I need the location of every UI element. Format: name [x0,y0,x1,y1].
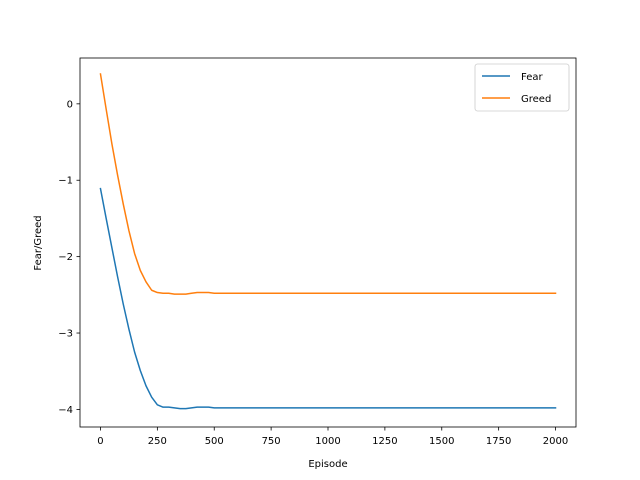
y-tick-label: 0 [67,99,73,110]
x-tick-label: 1250 [372,436,397,447]
x-tick-label: 500 [205,436,224,447]
legend-label-fear: Fear [521,72,543,83]
series-line-fear [99,187,557,410]
y-axis-label: Fear/Greed [33,215,44,270]
x-tick-label: 250 [148,436,167,447]
x-axis-label: Episode [308,459,347,470]
x-tick-label: 0 [97,436,103,447]
x-tick-label: 2000 [543,436,568,447]
x-tick-label: 1500 [429,436,454,447]
series-layer [99,73,557,410]
y-tick-label: −3 [58,329,73,340]
y-axis: −4 −3 −2 −1 0 [58,99,80,416]
x-tick-label: 1750 [486,436,511,447]
y-tick-label: −1 [58,176,73,187]
y-tick-label: −2 [58,252,73,263]
series-line-greed [99,73,557,295]
x-axis: 0 250 500 750 1000 1250 1500 1750 2000 [97,427,568,447]
x-tick-label: 1000 [315,436,340,447]
legend: Fear Greed [474,63,570,112]
y-tick-label: −4 [58,405,73,416]
legend-label-greed: Greed [521,94,551,105]
x-tick-label: 750 [262,436,281,447]
